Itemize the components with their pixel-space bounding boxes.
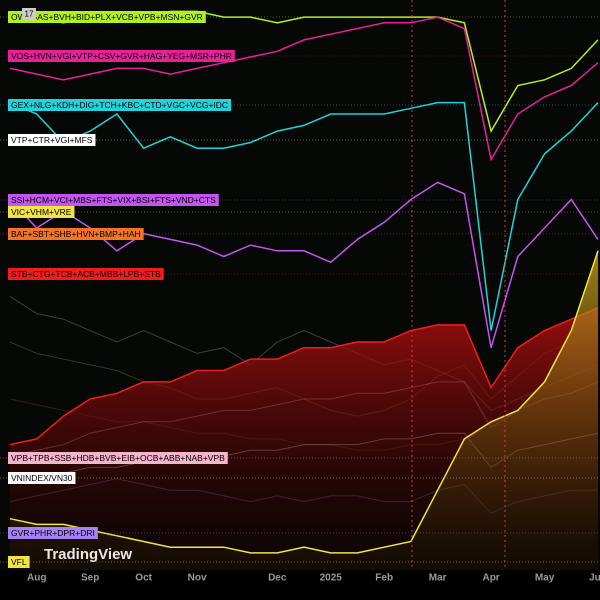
legend-box xyxy=(8,206,75,218)
x-tick-label: Nov xyxy=(188,573,207,584)
legend-box xyxy=(8,556,30,568)
legend-label: VNINDEX/VN30 xyxy=(11,473,73,483)
legend-box xyxy=(8,268,164,280)
x-tick-label: Feb xyxy=(375,573,393,584)
legend-box xyxy=(8,228,144,240)
legend-label: VOS+HVN+VGI+VTP+CSV+GVR+HAG+YEG+MSR+PHR xyxy=(11,51,232,61)
series-line xyxy=(9,101,599,331)
x-tick-label: Oct xyxy=(135,573,152,584)
legend-box xyxy=(8,452,228,464)
x-tick-label: Jun xyxy=(589,573,600,584)
badge xyxy=(22,8,36,20)
legend-box xyxy=(8,194,219,206)
series-line xyxy=(9,307,599,446)
legend-box xyxy=(8,472,76,484)
x-tick-label: Apr xyxy=(482,573,499,584)
legend-box xyxy=(8,527,98,539)
legend-label: VTP+CTR+VGI+MFS xyxy=(11,135,93,145)
x-tick-label: Dec xyxy=(268,573,287,584)
legend-label: BAF+SBT+SHB+HVN+BMP+HAH xyxy=(11,229,141,239)
legend-label: VIC+VHM+VRE xyxy=(11,207,72,217)
x-axis: Aug Sep Oct Nov Dec 2025 Feb Mar Apr May Jun xyxy=(27,573,600,584)
plot-area xyxy=(9,10,599,571)
watermark: TradingView xyxy=(44,546,132,563)
x-tick-label: 2025 xyxy=(320,573,343,584)
series-line xyxy=(9,250,599,554)
legend-label: VFL xyxy=(11,557,27,567)
series-line xyxy=(9,16,599,162)
badge-text: 17 xyxy=(25,10,34,19)
x-tick-label: Mar xyxy=(429,573,447,584)
legend-label: STB+CTG+TCB+ACB+MBB+LPB+STB xyxy=(11,269,161,279)
legend: OW+GAS+BVH+BID+PLX+VCB+VPB+MSN+GVR VOS+HV… xyxy=(0,11,600,568)
area xyxy=(10,250,598,571)
x-axis-strip xyxy=(0,570,600,600)
series-line xyxy=(9,181,599,348)
legend-box xyxy=(8,11,206,23)
legend-box xyxy=(8,99,232,111)
legend-label: GVR+PHR+DPR+DRI xyxy=(11,528,95,538)
legend-label: GEX+NLG+KDH+DIG+TCH+KBC+CTD+VGC+VCG+IDC xyxy=(11,100,228,110)
x-tick-label: Sep xyxy=(81,573,99,584)
legend-label: OW+GAS+BVH+BID+PLX+VCB+VPB+MSN+GVR xyxy=(11,12,203,22)
legend-box xyxy=(8,134,96,146)
legend-box xyxy=(8,50,235,62)
x-tick-label: Aug xyxy=(27,573,46,584)
x-tick-label: May xyxy=(535,573,555,584)
legend-label: SSI+HCM+VCI+MBS+FTS+VIX+BSI+FTS+VND+CTS xyxy=(11,195,216,205)
legend-label: VPB+TPB+SSB+HDB+BVB+EIB+OCB+ABB+NAB+VPB xyxy=(11,453,225,463)
